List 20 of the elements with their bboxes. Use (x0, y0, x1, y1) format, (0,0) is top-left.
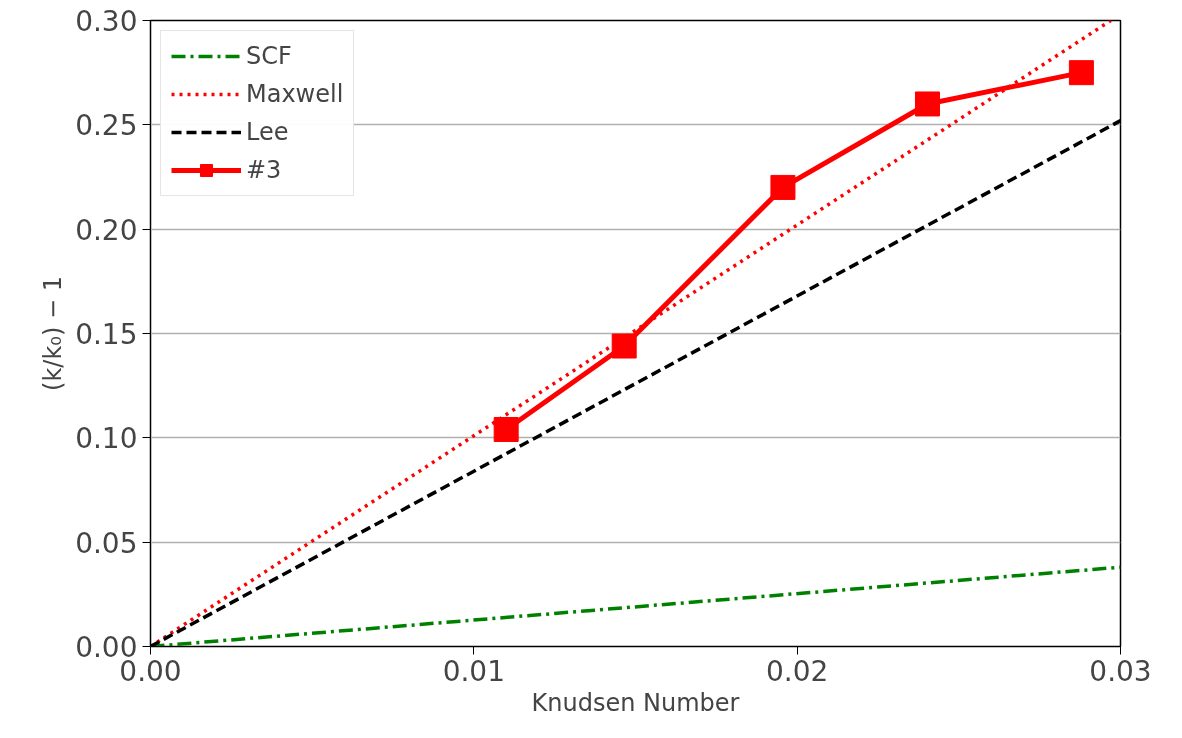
y-tick-label: 0.30 (75, 5, 138, 38)
y-tick-label: 0.25 (75, 109, 138, 143)
y-tick-label: 0.20 (75, 213, 138, 247)
y-tick-label: 0.10 (75, 422, 138, 456)
legend-label: #3 (246, 156, 282, 184)
y-tick-label: 0.15 (75, 318, 138, 351)
point (493, 416, 519, 442)
x-tick-label: 0.01 (442, 654, 506, 688)
x-axis-title: Knudsen Number (531, 688, 740, 717)
legend-label: Lee (246, 118, 289, 146)
point (914, 91, 940, 117)
point (1068, 60, 1094, 86)
legend-label: Maxwell (246, 80, 344, 108)
x-tick-label: 0.02 (765, 654, 829, 688)
x-tick-label: 0.03 (1089, 654, 1152, 688)
point (770, 174, 796, 200)
point (611, 333, 637, 359)
legend-label: SCF (246, 42, 292, 70)
y-tick-label: 0.05 (75, 526, 138, 560)
y-axis-title: (k/k₀) − 1 (39, 276, 68, 391)
